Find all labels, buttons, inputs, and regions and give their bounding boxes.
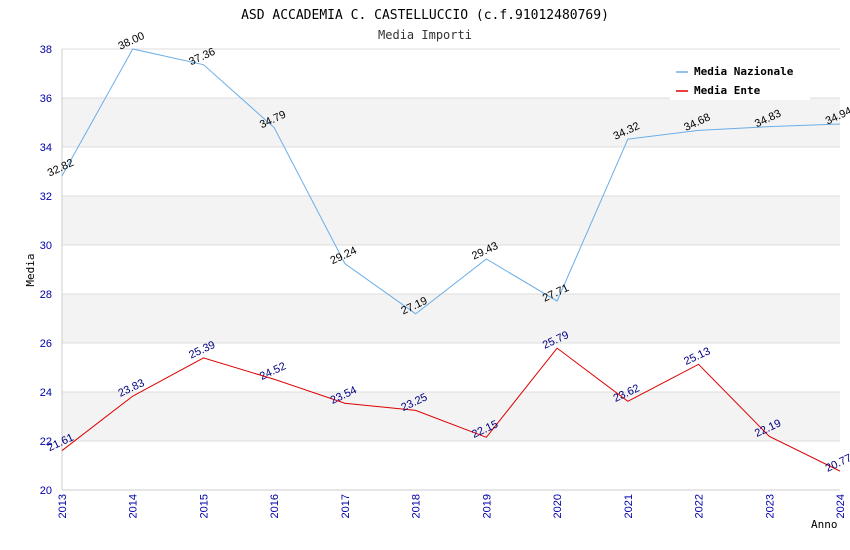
y-tick-label: 22 bbox=[40, 436, 52, 448]
x-tick-label: 2024 bbox=[835, 494, 847, 518]
grid-band bbox=[62, 196, 840, 245]
y-tick-label: 26 bbox=[40, 338, 52, 350]
grid-bands bbox=[62, 98, 840, 441]
y-tick-label: 30 bbox=[40, 240, 52, 252]
series-line-ente bbox=[61, 347, 841, 472]
y-tick-label: 38 bbox=[40, 44, 52, 56]
legend-label-nazionale: Media Nazionale bbox=[694, 65, 794, 78]
data-label: 20.77 bbox=[824, 452, 850, 475]
x-tick-label: 2022 bbox=[694, 494, 706, 518]
x-tick-label: 2015 bbox=[198, 494, 210, 518]
y-tick-label: 20 bbox=[40, 485, 52, 497]
x-axis-label: Anno bbox=[811, 518, 838, 531]
x-tick-labels: 2013 2014 2015 2016 2017 2018 2019 2020 2021 2022… bbox=[57, 494, 847, 518]
chart-subtitle: Media Importi bbox=[378, 28, 472, 42]
y-tick-labels: 20 22 24 26 28 30 32 34 36 38 bbox=[40, 44, 52, 497]
y-tick-label: 36 bbox=[40, 93, 52, 105]
grid-band bbox=[62, 392, 840, 441]
data-label: 32.82 bbox=[46, 157, 76, 180]
legend-box bbox=[670, 60, 810, 100]
y-tick-label: 32 bbox=[40, 191, 52, 203]
x-tick-label: 2020 bbox=[552, 494, 564, 518]
x-tick-label: 2017 bbox=[340, 494, 352, 518]
grid-band bbox=[62, 98, 840, 147]
chart-title: ASD ACCADEMIA C. CASTELLUCCIO (c.f.91012… bbox=[241, 8, 609, 23]
y-tick-label: 34 bbox=[40, 142, 52, 154]
y-tick-label: 24 bbox=[40, 387, 52, 399]
x-tick-label: 2016 bbox=[269, 494, 281, 518]
x-tick-label: 2019 bbox=[481, 494, 493, 518]
x-tick-label: 2014 bbox=[128, 494, 140, 518]
series-lines bbox=[61, 48, 841, 472]
data-label: 21.61 bbox=[46, 432, 76, 455]
legend: Media Nazionale Media Ente bbox=[670, 60, 810, 100]
x-tick-label: 2013 bbox=[57, 494, 69, 518]
x-tick-label: 2021 bbox=[623, 494, 635, 518]
legend-label-ente: Media Ente bbox=[694, 84, 761, 97]
data-label: 29.24 bbox=[329, 245, 359, 268]
grid-band bbox=[62, 294, 840, 343]
y-tick-label: 28 bbox=[40, 289, 52, 301]
data-label: 24.52 bbox=[258, 360, 288, 383]
series-line-nazionale bbox=[61, 48, 841, 315]
x-tick-label: 2018 bbox=[411, 494, 423, 518]
y-axis-label: Media bbox=[24, 253, 37, 286]
x-tick-label: 2023 bbox=[764, 494, 776, 518]
